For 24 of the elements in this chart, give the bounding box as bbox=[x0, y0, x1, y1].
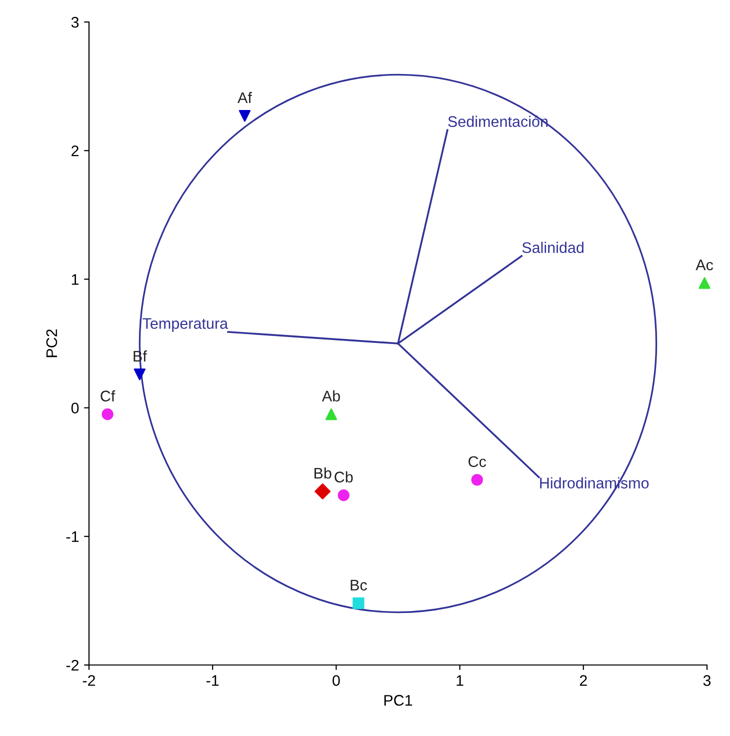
series-label: Af bbox=[238, 92, 252, 103]
y-tick-label: 1 bbox=[72, 274, 79, 285]
y-tick-label: -2 bbox=[66, 660, 79, 671]
series-label: Ac bbox=[696, 260, 714, 270]
y-axis-title: PC2 bbox=[46, 329, 58, 358]
series-label: Salinidad bbox=[522, 242, 584, 254]
y-tick-label: 0 bbox=[71, 402, 79, 414]
y-tick-label: 2 bbox=[72, 145, 79, 156]
x-tick-label: 0 bbox=[332, 675, 340, 686]
x-axis-title: PC1 bbox=[384, 694, 412, 706]
y-tick-label: -1 bbox=[66, 531, 79, 542]
x-tick-label: 3 bbox=[703, 675, 711, 686]
series-label: Cc bbox=[468, 456, 486, 468]
x-tick-label: 1 bbox=[456, 675, 464, 686]
series-label: Bb bbox=[314, 467, 332, 479]
series-label: Cb bbox=[334, 471, 353, 483]
series-label: Bc bbox=[350, 580, 367, 591]
x-tick-label: 2 bbox=[580, 675, 587, 686]
series-label: Temperatura bbox=[142, 318, 228, 332]
series-label: Ab bbox=[322, 390, 340, 402]
y-tick-label: 3 bbox=[71, 16, 79, 28]
x-tick-label: -1 bbox=[206, 675, 219, 686]
x-tick-label: -2 bbox=[82, 675, 96, 686]
series-label: Cf bbox=[100, 390, 116, 402]
